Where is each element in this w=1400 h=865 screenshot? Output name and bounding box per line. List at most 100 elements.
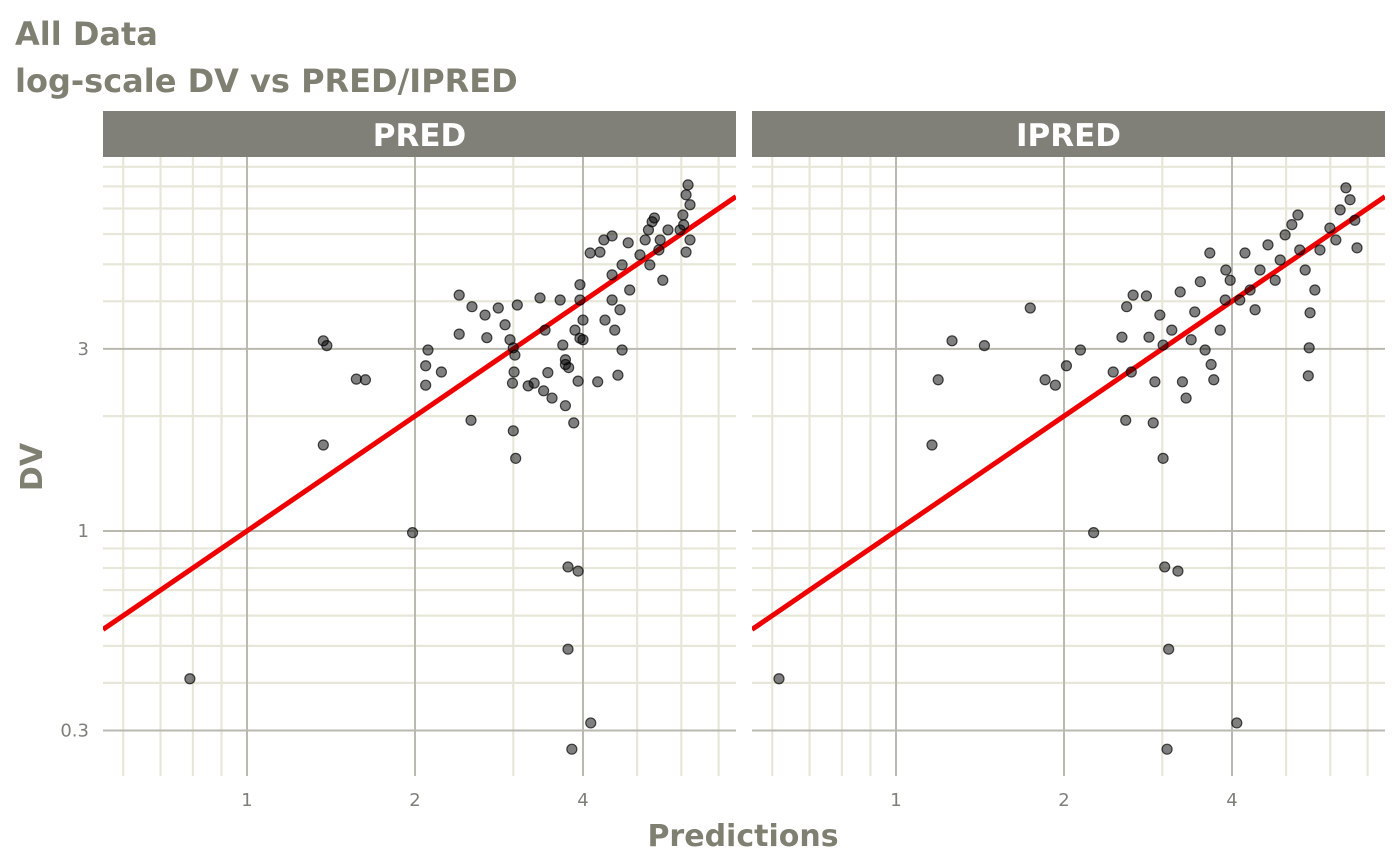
point <box>542 367 554 379</box>
point <box>680 189 692 201</box>
facet-strip <box>752 111 1385 157</box>
point <box>662 224 674 236</box>
point <box>612 369 624 381</box>
point <box>1125 366 1137 378</box>
point <box>1143 331 1155 343</box>
point <box>1107 366 1119 378</box>
point <box>1180 392 1192 404</box>
point <box>634 249 646 261</box>
x-tick-label: 4 <box>1226 790 1237 811</box>
x-tick-label: 4 <box>577 790 588 811</box>
point <box>1161 743 1173 755</box>
point <box>562 643 574 655</box>
point <box>1159 561 1171 573</box>
point <box>507 425 519 437</box>
point <box>572 375 584 387</box>
point <box>1286 219 1298 231</box>
point <box>508 366 520 378</box>
point <box>654 234 666 246</box>
point <box>406 527 419 539</box>
point <box>359 374 372 386</box>
point <box>1204 247 1216 259</box>
point <box>1060 360 1073 372</box>
point <box>1340 182 1352 194</box>
point <box>1174 286 1186 298</box>
point <box>534 292 546 304</box>
point <box>1219 294 1231 306</box>
y-tick-label: 1 <box>78 521 89 542</box>
point <box>1330 234 1342 246</box>
point <box>926 439 938 451</box>
point <box>1334 204 1346 216</box>
point <box>539 324 551 336</box>
point <box>1249 304 1261 316</box>
facet-strip <box>103 111 736 157</box>
point <box>1172 565 1184 577</box>
point <box>622 237 634 249</box>
point <box>1166 324 1178 336</box>
point <box>946 335 958 347</box>
point <box>609 324 621 336</box>
identity-line <box>752 194 1385 632</box>
point <box>1269 274 1281 286</box>
point <box>606 269 618 281</box>
point <box>1149 376 1161 388</box>
point <box>1344 194 1356 206</box>
point <box>606 294 618 306</box>
point <box>1088 527 1100 539</box>
point <box>1208 374 1220 386</box>
point <box>1302 370 1314 382</box>
point <box>1199 344 1211 356</box>
point <box>680 246 692 258</box>
y-axis-title: DV <box>15 442 50 491</box>
point <box>1303 342 1315 354</box>
point <box>682 179 694 191</box>
point <box>1274 254 1286 266</box>
point <box>509 349 521 361</box>
y-tick-label: 0.3 <box>60 721 89 742</box>
point <box>599 314 611 326</box>
point <box>1157 339 1169 351</box>
x-tick-label: 2 <box>1058 790 1069 811</box>
panel <box>752 182 1385 755</box>
point <box>1163 643 1175 655</box>
point <box>566 743 578 755</box>
point <box>648 212 660 224</box>
point <box>568 417 580 429</box>
point <box>1262 239 1274 251</box>
point <box>1304 307 1316 319</box>
point <box>554 294 566 306</box>
point <box>465 414 477 426</box>
identity-line <box>103 194 736 632</box>
point <box>321 340 333 352</box>
point <box>1349 214 1361 226</box>
point <box>1116 331 1128 343</box>
panel <box>103 179 736 755</box>
point <box>1244 284 1256 296</box>
point <box>639 234 651 246</box>
chart-title: All Data <box>15 15 158 53</box>
point <box>978 340 990 352</box>
point <box>528 377 540 389</box>
point <box>479 309 491 321</box>
point <box>585 717 597 729</box>
point <box>574 279 586 291</box>
point <box>499 319 511 331</box>
point <box>1224 274 1236 286</box>
point <box>594 246 606 258</box>
point <box>657 274 669 286</box>
point <box>1279 229 1291 241</box>
point <box>466 301 478 313</box>
point <box>577 314 589 326</box>
chart-subtitle: log-scale DV vs PRED/IPRED <box>15 62 518 100</box>
point <box>1299 264 1311 276</box>
point <box>773 673 785 685</box>
facet-title: IPRED <box>1016 118 1121 154</box>
point <box>350 373 362 385</box>
x-tick-label: 1 <box>890 790 901 811</box>
point <box>1220 264 1232 276</box>
point <box>1205 358 1217 371</box>
point <box>684 234 696 246</box>
point <box>574 332 586 344</box>
